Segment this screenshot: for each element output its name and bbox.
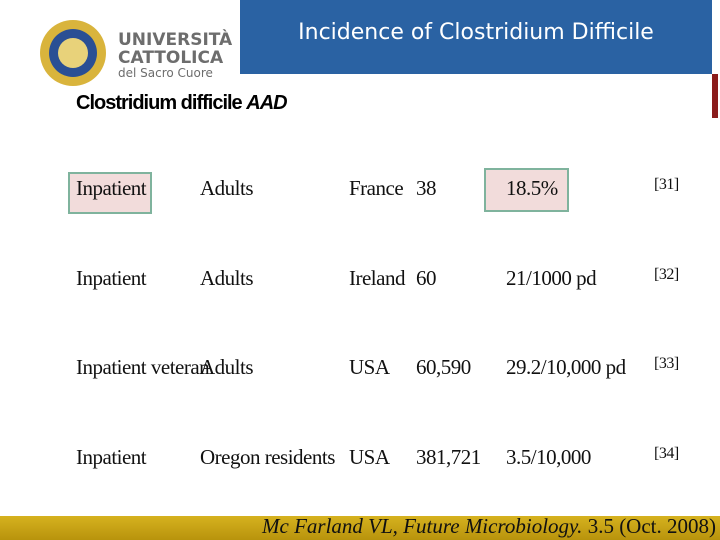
table-cell: 60 (416, 266, 437, 290)
table-cell: Inpatient veteran (76, 355, 210, 379)
table-heading: Clostridium difficile AAD (76, 92, 288, 115)
reference: [34] (654, 445, 679, 462)
table-cell: Adults (200, 176, 254, 200)
reference: [31] (654, 176, 679, 193)
heading-italic: AAD (246, 92, 287, 114)
heading-text: Clostridium difficile (76, 92, 243, 114)
table-cell: USA (349, 355, 390, 379)
logo-text: CATTOLICA (118, 48, 224, 68)
highlight-box (484, 168, 569, 212)
logo-seal (40, 20, 106, 86)
table-cell: 3.5/10,000 (506, 445, 591, 469)
table-cell: Inpatient (76, 445, 147, 469)
table-cell: Inpatient (76, 266, 147, 290)
logo-text: del Sacro Cuore (118, 66, 213, 80)
table-cell: Inpatient (76, 176, 147, 200)
highlight-box (68, 172, 152, 214)
footer-bar (0, 516, 720, 540)
table-cell: 29.2/10,000 pd (506, 355, 626, 379)
table-cell: Adults (200, 355, 254, 379)
table-cell: France (349, 176, 404, 200)
accent-bar (712, 74, 718, 118)
table-cell: Oregon residents (200, 445, 335, 469)
slide-title: Incidence of Clostridium Difficile (298, 20, 654, 45)
citation-text: 3.5 (Oct. 2008) (587, 514, 716, 538)
table-cell: Adults (200, 266, 254, 290)
table-cell: 38 (416, 176, 437, 200)
table-cell: 381,721 (416, 445, 481, 469)
table-cell: 18.5% (506, 176, 558, 200)
table-cell: Ireland (349, 266, 405, 290)
reference: [33] (654, 355, 679, 372)
table-cell: 60,590 (416, 355, 471, 379)
citation: Mc Farland VL, Future Microbiology. 3.5 … (262, 514, 716, 539)
header-bar (240, 0, 712, 74)
table-cell: USA (349, 445, 390, 469)
citation-italic: Mc Farland VL, Future Microbiology. (262, 514, 583, 538)
reference: [32] (654, 266, 679, 283)
table-cell: 21/1000 pd (506, 266, 597, 290)
logo-text: UNIVERSITÀ (118, 30, 233, 50)
